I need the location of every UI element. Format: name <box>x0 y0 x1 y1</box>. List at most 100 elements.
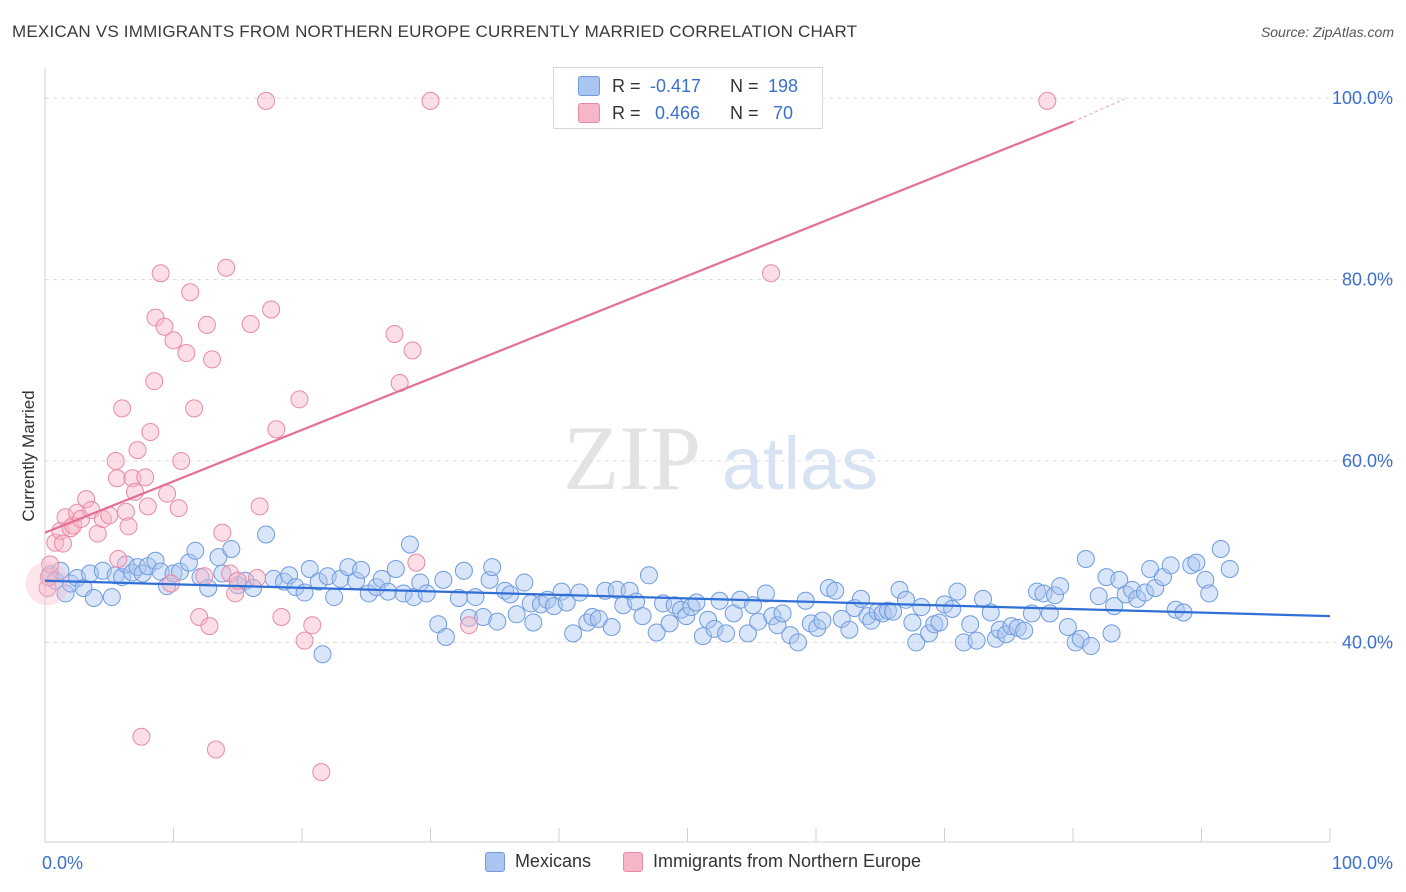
data-point[interactable] <box>158 484 177 503</box>
data-point[interactable] <box>53 534 72 553</box>
data-point[interactable] <box>436 627 455 646</box>
data-point[interactable] <box>524 613 543 632</box>
data-point[interactable] <box>454 561 473 580</box>
data-point[interactable] <box>948 582 967 601</box>
data-point[interactable] <box>146 308 165 327</box>
data-point[interactable] <box>943 599 962 618</box>
data-point[interactable] <box>109 549 128 568</box>
data-point[interactable] <box>890 580 909 599</box>
data-point[interactable] <box>132 727 151 746</box>
data-point[interactable] <box>146 551 165 570</box>
data-point[interactable] <box>272 608 291 627</box>
data-point[interactable] <box>200 617 219 636</box>
data-point[interactable] <box>488 612 507 631</box>
data-point[interactable] <box>961 615 980 634</box>
data-point[interactable] <box>400 535 419 554</box>
data-point[interactable] <box>483 558 502 577</box>
data-point[interactable] <box>1066 633 1085 652</box>
data-point[interactable] <box>177 344 196 363</box>
data-point[interactable] <box>717 624 736 643</box>
data-point[interactable] <box>1034 584 1053 603</box>
data-point[interactable] <box>896 590 915 609</box>
data-point[interactable] <box>589 609 608 628</box>
data-point[interactable] <box>1076 549 1095 568</box>
data-point[interactable] <box>1089 587 1108 606</box>
data-point[interactable] <box>241 315 260 334</box>
legend-item-mexicans[interactable]: Mexicans <box>484 851 591 872</box>
data-point[interactable] <box>1058 618 1077 637</box>
data-point[interactable] <box>172 452 191 470</box>
data-point[interactable] <box>1161 556 1180 575</box>
data-point[interactable] <box>1182 556 1201 575</box>
data-point[interactable] <box>248 569 267 588</box>
data-point[interactable] <box>884 602 903 621</box>
data-point[interactable] <box>41 555 60 574</box>
data-point[interactable] <box>602 618 621 637</box>
data-point[interactable] <box>262 300 281 319</box>
data-point[interactable] <box>102 588 121 607</box>
data-point[interactable] <box>705 619 724 638</box>
data-point[interactable] <box>113 399 132 418</box>
data-point[interactable] <box>421 91 440 110</box>
data-point[interactable] <box>84 588 103 607</box>
data-point[interactable] <box>789 633 808 652</box>
data-point[interactable] <box>199 579 218 597</box>
data-point[interactable] <box>185 399 204 418</box>
data-point[interactable] <box>151 264 170 283</box>
data-point[interactable] <box>119 517 138 536</box>
data-point[interactable] <box>1015 621 1034 640</box>
data-point[interactable] <box>1022 604 1041 623</box>
data-point[interactable] <box>1128 589 1147 608</box>
data-point[interactable] <box>434 570 453 589</box>
data-point[interactable] <box>496 581 515 600</box>
data-point[interactable] <box>687 593 706 612</box>
data-point[interactable] <box>352 560 371 579</box>
data-point[interactable] <box>907 633 926 652</box>
data-point[interactable] <box>136 468 155 487</box>
data-point[interactable] <box>394 584 413 603</box>
data-point[interactable] <box>749 612 768 631</box>
data-point[interactable] <box>460 608 479 627</box>
data-point[interactable] <box>51 561 70 580</box>
data-point[interactable] <box>236 571 255 590</box>
data-point[interactable] <box>138 497 157 516</box>
data-point[interactable] <box>303 616 322 635</box>
data-point[interactable] <box>128 441 147 460</box>
data-point[interactable] <box>474 608 493 627</box>
data-point[interactable] <box>56 584 75 603</box>
data-point[interactable] <box>620 581 639 600</box>
data-point[interactable] <box>203 350 222 369</box>
data-point[interactable] <box>826 581 845 600</box>
data-point[interactable] <box>106 452 125 470</box>
data-point[interactable] <box>564 624 583 643</box>
data-point[interactable] <box>515 573 534 592</box>
data-point[interactable] <box>878 601 897 620</box>
data-point[interactable] <box>1116 585 1135 604</box>
data-point[interactable] <box>267 420 286 439</box>
data-point[interactable] <box>677 607 696 626</box>
data-point[interactable] <box>773 604 792 623</box>
data-point[interactable] <box>967 631 986 650</box>
data-point[interactable] <box>862 611 881 630</box>
data-point[interactable] <box>379 582 398 601</box>
data-point[interactable] <box>578 613 597 632</box>
data-point[interactable] <box>507 605 526 624</box>
data-point[interactable] <box>386 559 405 578</box>
data-point[interactable] <box>851 589 870 608</box>
data-point[interactable] <box>300 559 319 578</box>
data-point[interactable] <box>1220 559 1239 578</box>
data-point[interactable] <box>312 763 331 782</box>
data-point[interactable] <box>1051 577 1070 596</box>
data-point[interactable] <box>1135 583 1154 602</box>
data-point[interactable] <box>250 497 269 516</box>
data-point[interactable] <box>654 594 673 613</box>
data-point[interactable] <box>123 469 142 488</box>
data-point[interactable] <box>647 623 666 642</box>
data-point[interactable] <box>986 629 1005 648</box>
data-point[interactable] <box>930 613 949 632</box>
data-point[interactable] <box>1211 539 1230 558</box>
data-point[interactable] <box>1141 559 1160 578</box>
data-point[interactable] <box>325 588 344 607</box>
data-point[interactable] <box>460 616 479 635</box>
data-point[interactable] <box>403 341 422 360</box>
